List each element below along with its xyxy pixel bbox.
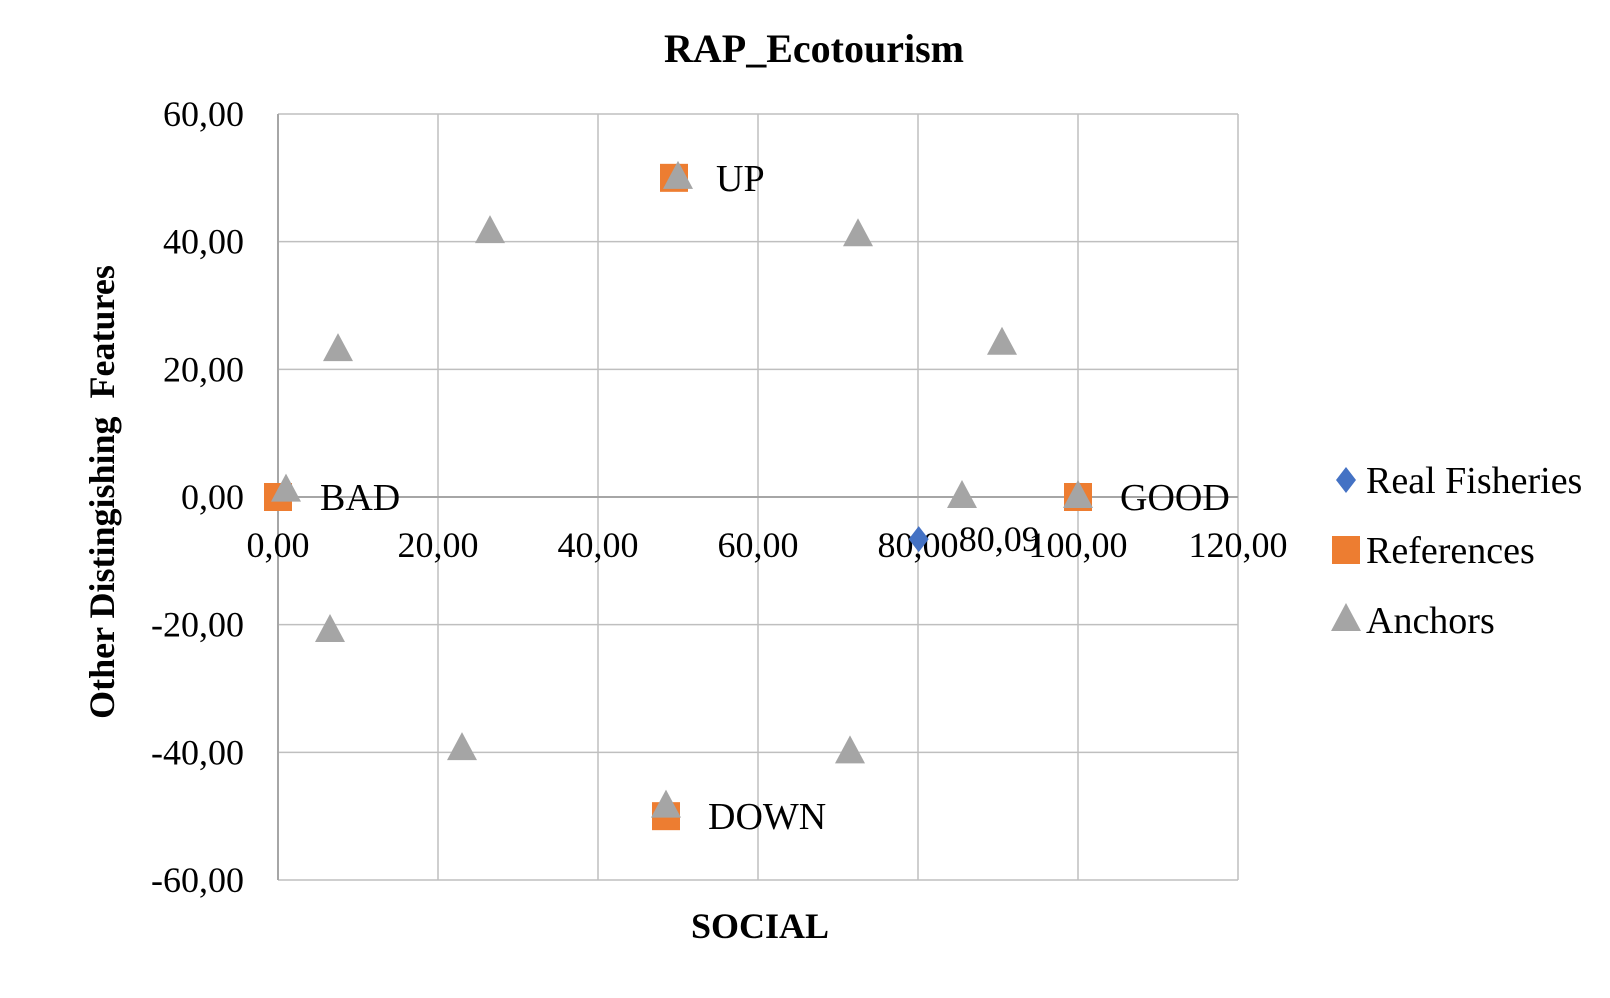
anchors-point bbox=[323, 333, 353, 362]
anchors-point bbox=[947, 480, 977, 508]
x-tick-label: 40,00 bbox=[558, 525, 639, 565]
anchors-point bbox=[475, 215, 505, 244]
x-tick-label: 0,00 bbox=[247, 525, 310, 565]
anchors-point bbox=[987, 326, 1017, 355]
anchors-point bbox=[447, 732, 477, 761]
anchors-point bbox=[651, 789, 681, 818]
anchors-point bbox=[315, 614, 345, 643]
y-tick-label: -20,00 bbox=[151, 605, 244, 645]
legend-label-anchors: Anchors bbox=[1366, 600, 1495, 642]
point-label-80-09: 80,09 bbox=[959, 519, 1040, 559]
x-axis-title: SOCIAL bbox=[691, 906, 829, 946]
legend-marker-anchors bbox=[1331, 603, 1361, 631]
point-labels: 80,09 BAD GOOD UP DOWN bbox=[320, 158, 1230, 838]
x-tick-label: 20,00 bbox=[398, 525, 479, 565]
y-tick-label: 20,00 bbox=[163, 349, 244, 389]
x-tick-label: 100,00 bbox=[1029, 525, 1128, 565]
y-tick-label: 60,00 bbox=[163, 94, 244, 134]
point-label-up: UP bbox=[716, 158, 765, 200]
legend: Real Fisheries References Anchors bbox=[1331, 460, 1582, 642]
point-label-bad: BAD bbox=[320, 477, 400, 519]
anchors-point bbox=[835, 735, 865, 764]
chart-title: RAP_Ecotourism bbox=[664, 26, 964, 71]
x-tick-label: 60,00 bbox=[718, 525, 799, 565]
legend-marker-real-fisheries bbox=[1336, 467, 1356, 493]
anchors-point bbox=[843, 218, 873, 247]
y-axis-title: Other Distingishing Features bbox=[82, 265, 122, 719]
anchors-point bbox=[1063, 480, 1093, 508]
data-points bbox=[264, 160, 1093, 831]
legend-label-real-fisheries: Real Fisheries bbox=[1366, 460, 1582, 502]
legend-marker-references bbox=[1332, 536, 1360, 564]
y-tick-labels: 60,00 40,00 20,00 0,00 -20,00 -40,00 -60,00 bbox=[151, 94, 244, 900]
legend-label-references: References bbox=[1366, 530, 1535, 572]
anchors-point bbox=[271, 473, 301, 502]
point-label-down: DOWN bbox=[708, 796, 826, 838]
y-tick-label: -40,00 bbox=[151, 732, 244, 772]
anchors-point bbox=[663, 160, 693, 189]
point-label-good: GOOD bbox=[1120, 477, 1230, 519]
real-fisheries-point bbox=[908, 526, 929, 553]
y-tick-label: -60,00 bbox=[151, 860, 244, 900]
x-tick-label: 120,00 bbox=[1189, 525, 1288, 565]
y-tick-label: 40,00 bbox=[163, 222, 244, 262]
y-tick-label: 0,00 bbox=[181, 477, 244, 517]
